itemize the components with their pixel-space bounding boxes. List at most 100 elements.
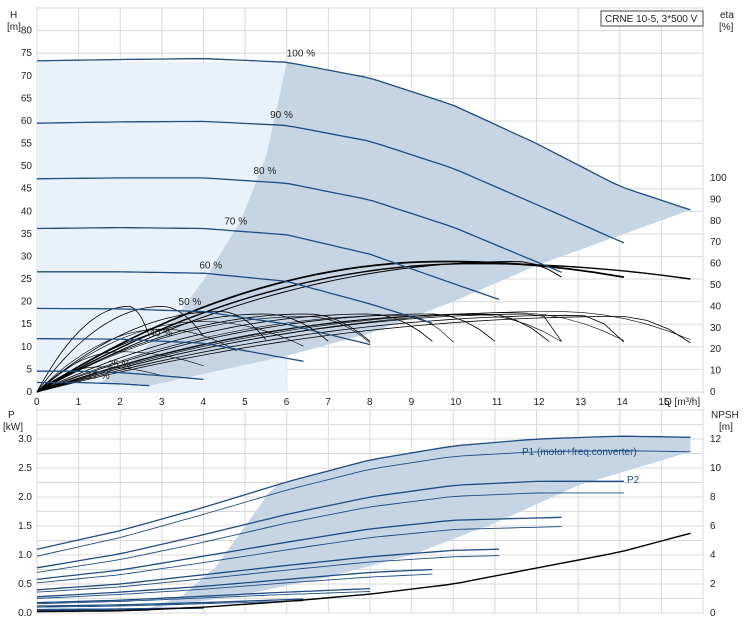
npsh-tick-label: 8 xyxy=(710,492,716,503)
npsh-tick-label: 10 xyxy=(710,463,722,474)
eta-tick-label: 100 xyxy=(710,173,727,184)
speed-curve-label: 60 % xyxy=(199,260,222,271)
npsh-axis-label: NPSH xyxy=(711,410,739,421)
efficiency-curve-bold xyxy=(36,261,562,393)
head-panel: 100 %90 %80 %70 %60 %50 %40 %25 %17 %0 1 2… xyxy=(21,7,727,408)
head-tick-label: 15 xyxy=(21,319,33,330)
x-tick-label: 2 xyxy=(117,397,123,408)
x-tick-label: 13 xyxy=(575,397,587,408)
head-axis-unit: [m] xyxy=(7,22,21,33)
speed-curve-label: 100 % xyxy=(287,49,315,60)
efficiency-curve xyxy=(36,321,304,393)
power-curve xyxy=(36,568,433,598)
legend-p1: P1 (motor+freq.converter) xyxy=(522,447,637,458)
head-tick-label: 25 xyxy=(21,274,33,285)
power-curve xyxy=(36,573,433,599)
power-curve xyxy=(36,555,500,593)
model-label: CRNE 10-5, 3*500 V xyxy=(605,14,698,25)
x-tick-label: 3 xyxy=(159,397,165,408)
npsh-tick-label: 12 xyxy=(710,434,722,445)
head-axis-label: H xyxy=(10,10,17,21)
power-tick-label: 1.5 xyxy=(18,521,32,532)
power-tick-label: 2.5 xyxy=(18,463,32,474)
head-tick-label: 80 xyxy=(21,26,33,37)
x-tick-label: 9 xyxy=(409,397,415,408)
power-tick-label: 2.0 xyxy=(18,492,32,503)
efficiency-curve xyxy=(36,305,150,393)
x-tick-label: 12 xyxy=(534,397,546,408)
power-curve xyxy=(36,526,562,584)
head-tick-label: 35 xyxy=(21,229,33,240)
head-curve xyxy=(37,338,304,362)
power-curve xyxy=(36,450,691,557)
head-tick-label: 70 xyxy=(21,71,33,82)
speed-curve-label: 80 % xyxy=(253,166,276,177)
power-curve xyxy=(36,548,500,591)
legend-p2: P2 xyxy=(627,475,640,486)
power-curve xyxy=(36,480,624,569)
power-curve xyxy=(36,492,624,573)
npsh-axis-unit: [m] xyxy=(719,422,733,433)
head-curve xyxy=(36,177,562,273)
eta-tick-label: 50 xyxy=(710,280,722,291)
head-curve xyxy=(36,120,625,244)
efficiency-curve xyxy=(36,328,237,393)
x-tick-label: 0 xyxy=(34,397,40,408)
eta-axis-unit: [%] xyxy=(719,22,734,33)
x-tick-label: 15 xyxy=(658,397,670,408)
head-tick-label: 10 xyxy=(21,342,33,353)
head-tick-label: 45 xyxy=(21,184,33,195)
eta-tick-label: 80 xyxy=(710,216,722,227)
speed-curve-label: 50 % xyxy=(179,297,202,308)
npsh-tick-label: 6 xyxy=(710,521,716,532)
head-tick-label: 0 xyxy=(26,387,32,398)
speed-curve-label: 25 % xyxy=(108,359,131,370)
npsh-tick-label: 0 xyxy=(710,608,716,619)
speed-curve-label: 17 % xyxy=(87,371,110,382)
efficiency-curve-bold xyxy=(36,262,691,393)
eta-tick-label: 20 xyxy=(710,344,722,355)
power-tick-label: 0.5 xyxy=(18,579,32,590)
eta-tick-label: 40 xyxy=(710,301,722,312)
head-tick-label: 75 xyxy=(21,48,33,59)
eta-axis-label: eta xyxy=(720,10,734,21)
eta-tick-label: 90 xyxy=(710,194,722,205)
efficiency-curve xyxy=(36,312,625,393)
operating-envelope xyxy=(99,62,691,386)
eta-tick-label: 10 xyxy=(710,366,722,377)
head-curve xyxy=(36,307,371,346)
x-tick-label: 10 xyxy=(450,397,462,408)
npsh-curve xyxy=(36,532,691,613)
power-panel: 0.0 0.5 1.0 1.5 2.0 2.5 3.0 0 2 4 6 8 10 12 xyxy=(18,409,722,619)
npsh-tick-label: 2 xyxy=(710,579,716,590)
efficiency-curve xyxy=(36,310,267,393)
head-curve xyxy=(37,370,204,381)
efficiency-curve xyxy=(36,316,371,393)
head-tick-label: 30 xyxy=(21,251,33,262)
head-tick-label: 50 xyxy=(21,161,33,172)
x-tick-label: 7 xyxy=(325,397,331,408)
speed-curve-label: 70 % xyxy=(224,217,247,228)
efficiency-curve xyxy=(36,313,496,393)
efficiency-curve xyxy=(36,311,691,393)
power-tick-label: 1.0 xyxy=(18,550,32,561)
power-tick-label: 0.0 xyxy=(18,608,32,619)
efficiency-curve xyxy=(36,316,691,393)
power-curve xyxy=(36,435,691,550)
efficiency-curve xyxy=(36,366,162,393)
power-curve xyxy=(36,516,562,581)
efficiency-curve xyxy=(36,305,204,393)
npsh-tick-label: 4 xyxy=(710,550,716,561)
power-curve xyxy=(36,591,371,605)
efficiency-curve xyxy=(36,314,625,393)
head-tick-label: 55 xyxy=(21,139,33,150)
head-tick-label: 5 xyxy=(26,364,32,375)
head-tick-label: 65 xyxy=(21,93,33,104)
power-curve xyxy=(36,587,371,604)
head-tick-label: 60 xyxy=(21,116,33,127)
head-tick-label: 20 xyxy=(21,297,33,308)
eta-tick-label: 30 xyxy=(710,323,722,334)
x-tick-label: 6 xyxy=(284,397,290,408)
power-curve xyxy=(36,600,304,608)
